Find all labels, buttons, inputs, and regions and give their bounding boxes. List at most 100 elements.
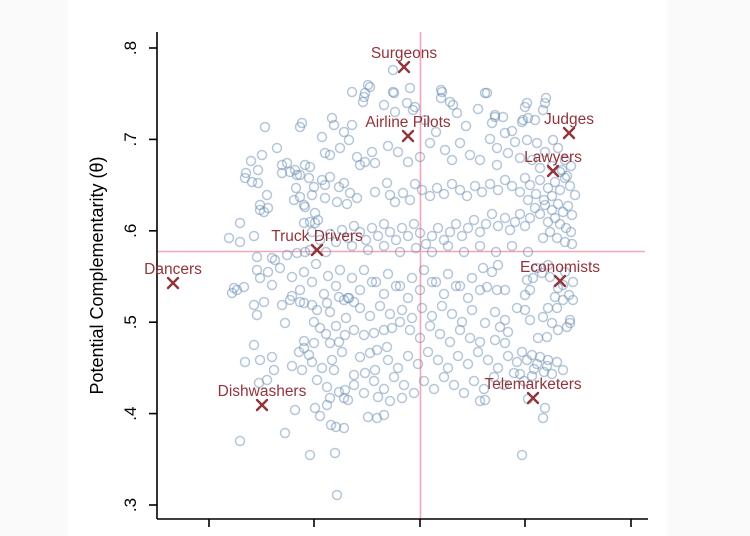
scatter-point [468, 375, 480, 387]
scatter-point [484, 133, 496, 145]
scatter-point [290, 182, 302, 194]
scatter-point [474, 395, 486, 407]
scatter-point [364, 310, 376, 322]
scatter-point [258, 206, 270, 218]
scatter-point [320, 328, 332, 340]
scatter-point [521, 97, 533, 109]
scatter-point [491, 159, 503, 171]
scatter-point [474, 336, 486, 348]
scatter-point [490, 246, 502, 258]
scatter-point [452, 350, 464, 362]
scatter-point [331, 489, 343, 501]
scatter-point [366, 222, 378, 234]
scatter-point [537, 412, 549, 424]
scatter-point [371, 412, 383, 424]
scatter-point [269, 254, 281, 266]
scatter-point [534, 174, 546, 186]
scatter-point [276, 167, 288, 179]
scatter-point [557, 206, 569, 218]
scatter-point [486, 208, 498, 220]
scatter-point [374, 300, 386, 312]
scatter-point [296, 364, 308, 376]
scatter-point [339, 329, 351, 341]
scatter-point [462, 292, 474, 304]
y-tick-label: .8 [121, 41, 140, 55]
scatter-point [502, 350, 514, 362]
scatter-point [334, 142, 346, 154]
scatter-point [567, 276, 579, 288]
scatter-point [281, 249, 293, 261]
occupation-marker-economists [553, 274, 567, 288]
scatter-point [369, 364, 381, 376]
scatter-point [469, 180, 481, 192]
scatter-point [527, 272, 539, 284]
scatter-point [321, 381, 333, 393]
scatter-point [314, 322, 326, 334]
scatter-point [477, 262, 489, 274]
scatter-point [498, 379, 510, 391]
scatter-point [360, 234, 372, 246]
scatter-point [492, 362, 504, 374]
scatter-point [308, 337, 320, 349]
scatter-point [514, 186, 526, 198]
scatter-point [448, 379, 460, 391]
scatter-point [384, 226, 396, 238]
scatter-point [390, 234, 402, 246]
scatter-point [524, 212, 536, 224]
scatter-point [506, 180, 518, 192]
scatter-point [492, 259, 504, 271]
scatter-point [546, 317, 558, 329]
scatter-point [524, 284, 536, 296]
scatter-point [362, 244, 374, 256]
scatter-point [546, 368, 558, 380]
scatter-point [372, 391, 384, 403]
scatter-point [409, 101, 421, 113]
scatter-point [299, 159, 311, 171]
scatter-point [537, 104, 549, 116]
scatter-point [466, 304, 478, 316]
scatter-point [382, 268, 394, 280]
scatter-point [402, 156, 414, 168]
scatter-point [479, 87, 491, 99]
scatter-point [274, 262, 286, 274]
scatter-point [324, 149, 336, 161]
scatter-point [266, 351, 278, 363]
scatter-point [412, 358, 424, 370]
scatter-point [418, 264, 430, 276]
scatter-point [482, 354, 494, 366]
scatter-point [491, 284, 503, 296]
scatter-point [486, 266, 498, 278]
scatter-point [406, 272, 418, 284]
scatter-point [557, 279, 569, 291]
scatter-point [521, 354, 533, 366]
scatter-point [248, 339, 260, 351]
scatter-point [499, 127, 511, 139]
scatter-point [310, 258, 322, 270]
scatter-point [537, 232, 549, 244]
scatter-point [511, 356, 523, 368]
scatter-point [426, 310, 438, 322]
scatter-point [557, 294, 569, 306]
scatter-point [484, 178, 496, 190]
scatter-point [357, 96, 369, 108]
scatter-point [378, 240, 390, 252]
scatter-point [499, 337, 511, 349]
scatter-point [508, 367, 520, 379]
scatter-point [388, 371, 400, 383]
scatter-point [489, 334, 501, 346]
scatter-point [378, 383, 390, 395]
scatter-point [330, 320, 342, 332]
scatter-point [330, 421, 342, 433]
scatter-point [397, 187, 409, 199]
scatter-point [444, 96, 456, 108]
scatter-point [351, 192, 363, 204]
occupation-label-lawyers: Lawyers [524, 149, 582, 166]
scatter-point [321, 399, 333, 411]
scatter-point [252, 177, 264, 189]
scatter-point [539, 402, 551, 414]
scatter-point [492, 184, 504, 196]
scatter-point [476, 186, 488, 198]
scatter-point [435, 84, 447, 96]
scatter-point [389, 196, 401, 208]
scatter-point [564, 180, 576, 192]
